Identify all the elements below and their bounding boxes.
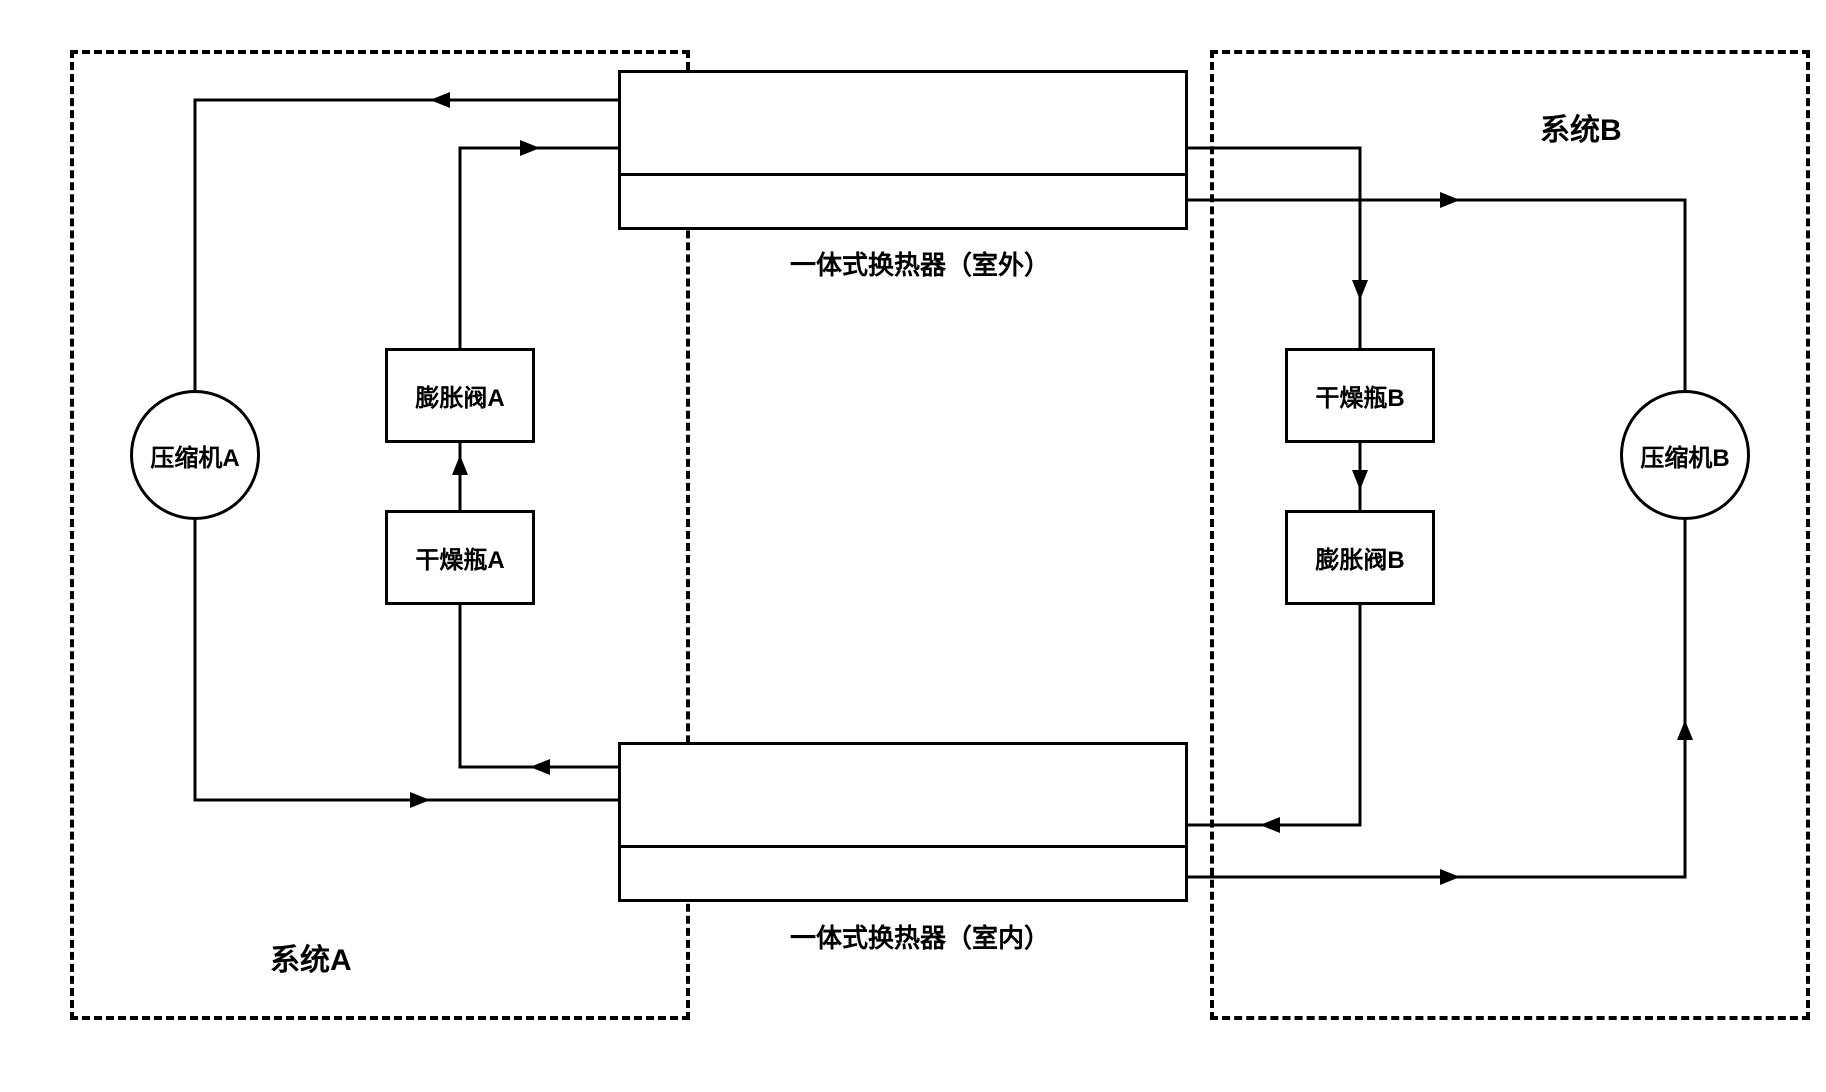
heat-exchanger-outdoor xyxy=(618,70,1188,230)
system-b-label: 系统B xyxy=(1540,105,1622,149)
hx-outdoor-label: 一体式换热器（室外） xyxy=(790,245,1050,282)
dryer-b-label: 干燥瓶B xyxy=(1315,378,1404,413)
compressor-a-label: 压缩机A xyxy=(150,438,239,473)
compressor-b: 压缩机B xyxy=(1620,390,1750,520)
dryer-a-label: 干燥瓶A xyxy=(415,540,504,575)
dryer-b: 干燥瓶B xyxy=(1285,348,1435,443)
hx-indoor-label: 一体式换热器（室内） xyxy=(790,918,1050,955)
compressor-b-label: 压缩机B xyxy=(1640,438,1729,473)
compressor-a: 压缩机A xyxy=(130,390,260,520)
expansion-valve-a: 膨胀阀A xyxy=(385,348,535,443)
system-a-box xyxy=(70,50,690,1020)
expansion-valve-b: 膨胀阀B xyxy=(1285,510,1435,605)
dryer-a: 干燥瓶A xyxy=(385,510,535,605)
heat-exchanger-indoor xyxy=(618,742,1188,902)
expansion-b-label: 膨胀阀B xyxy=(1315,540,1404,575)
expansion-a-label: 膨胀阀A xyxy=(415,378,504,413)
system-a-label: 系统A xyxy=(270,935,352,979)
